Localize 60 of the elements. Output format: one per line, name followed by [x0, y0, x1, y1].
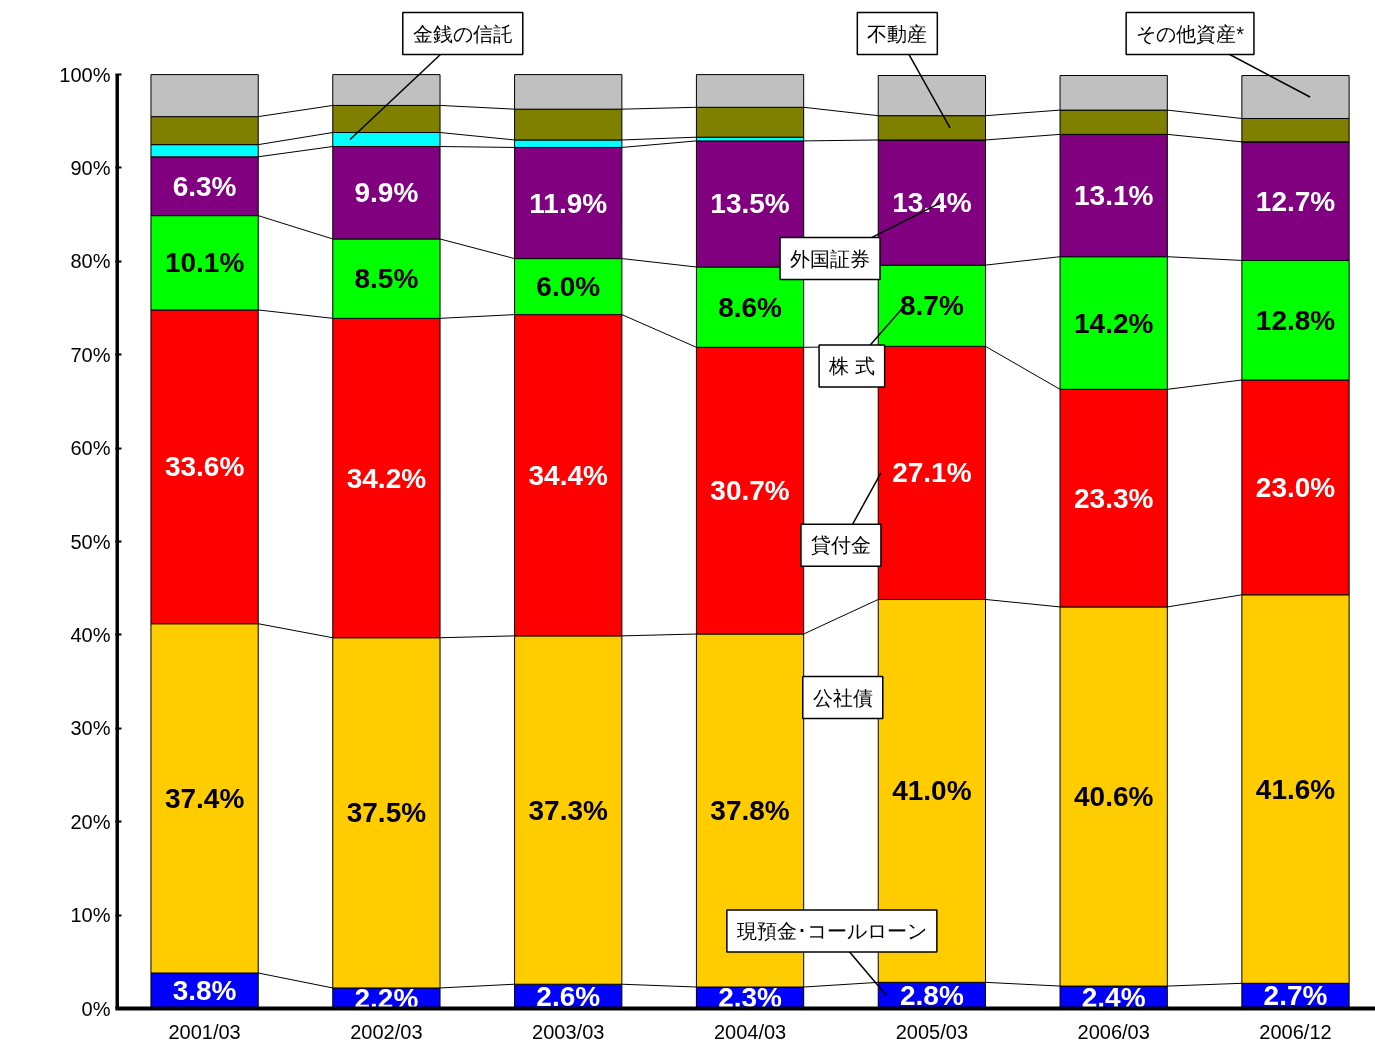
data-label: 12.8%	[1255, 304, 1336, 336]
x-tick-label: 2006/12	[1259, 1020, 1332, 1043]
data-label: 2.8%	[899, 979, 964, 1011]
data-label: 41.0%	[892, 775, 972, 807]
data-label: 8.7%	[899, 290, 964, 322]
data-label: 40.6%	[1073, 781, 1154, 813]
data-label: 37.3%	[528, 794, 609, 826]
text: 現預金･コールローン	[736, 919, 927, 942]
series-label: 貸付金	[810, 534, 871, 557]
data-label: 27.1%	[892, 457, 972, 489]
data-label: 37.8%	[710, 795, 790, 827]
data-label: 10.1%	[164, 247, 245, 279]
data-label: 34.2%	[346, 462, 427, 494]
y-tick-label: 0%	[81, 997, 111, 1020]
legend-label: 株 式	[828, 354, 875, 377]
data-label: 3.8%	[172, 975, 237, 1007]
x-tick-label: 2001/03	[168, 1020, 241, 1043]
data-label: 30.7%	[710, 475, 790, 507]
data-label: 11.9%	[529, 187, 608, 219]
y-tick-label: 10%	[70, 904, 111, 927]
data-label: 12.7%	[1255, 185, 1336, 217]
y-tick-label: 100%	[59, 63, 111, 86]
text: 金銭の信託	[412, 22, 513, 45]
data-label: 14.2%	[1073, 307, 1154, 339]
data-label: 9.9%	[354, 177, 419, 209]
y-tick-label: 70%	[70, 343, 111, 366]
data-label: 2.7%	[1263, 980, 1328, 1012]
x-tick-label: 2005/03	[895, 1020, 969, 1043]
data-label: 8.6%	[718, 291, 783, 323]
y-tick-label: 20%	[70, 810, 111, 833]
data-label: 13.1%	[1073, 180, 1154, 212]
data-label: 34.4%	[528, 459, 609, 491]
data-label: 13.5%	[710, 188, 790, 220]
data-label: 6.0%	[536, 271, 601, 303]
series-label: 公社債	[812, 686, 873, 709]
y-tick-label: 40%	[70, 623, 111, 646]
data-label: 13.4%	[892, 187, 972, 219]
data-label: 33.6%	[164, 451, 245, 483]
data-label: 2.4%	[1081, 981, 1146, 1013]
data-label: 2.3%	[718, 982, 783, 1014]
data-label: 8.5%	[354, 263, 419, 295]
y-tick-label: 90%	[70, 157, 111, 179]
text: 不動産	[867, 22, 928, 45]
data-label: 37.4%	[164, 782, 245, 814]
data-label: 6.3%	[172, 170, 237, 202]
y-tick-label: 50%	[70, 530, 111, 553]
y-tick-label: 60%	[70, 437, 111, 460]
series-label: 外国証券	[790, 247, 871, 270]
y-tick-label: 80%	[70, 250, 111, 273]
data-label: 37.5%	[346, 797, 427, 829]
x-tick-label: 2002/03	[350, 1020, 423, 1043]
x-tick-label: 2003/03	[532, 1020, 605, 1043]
data-label: 23.3%	[1073, 482, 1154, 514]
series-label: その他資産*	[1136, 22, 1245, 45]
data-label: 41.6%	[1255, 773, 1336, 805]
x-tick-label: 2006/03	[1077, 1020, 1150, 1043]
data-label: 23.0%	[1255, 471, 1336, 503]
x-tick-label: 2004/03	[713, 1020, 787, 1043]
data-label: 2.6%	[536, 980, 601, 1012]
y-tick-label: 30%	[70, 717, 111, 740]
